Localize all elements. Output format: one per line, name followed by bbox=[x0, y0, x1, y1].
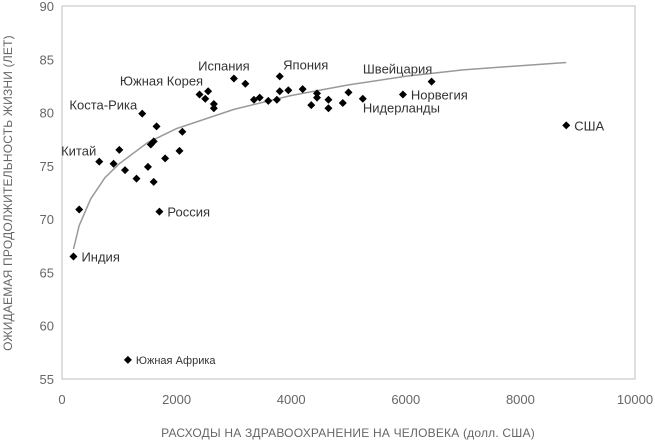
point-label: Япония bbox=[283, 57, 328, 72]
data-point bbox=[427, 77, 436, 86]
data-point bbox=[175, 146, 184, 155]
y-tick-label: 70 bbox=[40, 212, 54, 227]
x-tick-label: 4000 bbox=[277, 392, 306, 407]
x-tick-label: 6000 bbox=[391, 392, 420, 407]
data-point bbox=[138, 109, 147, 118]
data-point bbox=[324, 104, 333, 113]
point-label: Китай bbox=[61, 144, 96, 159]
data-point bbox=[115, 145, 124, 154]
data-point bbox=[312, 89, 321, 98]
data-point bbox=[398, 90, 407, 99]
data-point bbox=[264, 96, 273, 105]
data-point bbox=[241, 79, 250, 88]
y-tick-label: 90 bbox=[40, 0, 54, 14]
data-point bbox=[161, 154, 170, 163]
data-point bbox=[109, 159, 118, 168]
y-tick-label: 85 bbox=[40, 52, 54, 67]
data-points bbox=[69, 72, 571, 364]
point-label: Швейцария bbox=[363, 62, 432, 77]
y-axis-title: ОЖИДАЕМАЯ ПРОДОЛЖИТЕЛЬНОСТЬ ЖИЗНИ (ЛЕТ) bbox=[1, 35, 15, 351]
data-point bbox=[255, 93, 264, 102]
data-point bbox=[209, 104, 218, 113]
data-point bbox=[275, 72, 284, 81]
point-label: Коста-Рика bbox=[69, 98, 138, 113]
trendline bbox=[72, 61, 567, 250]
point-label: Норвегия bbox=[411, 87, 468, 102]
data-point bbox=[195, 90, 204, 99]
point-label: Россия bbox=[167, 205, 210, 220]
x-tick-label: 10000 bbox=[617, 392, 653, 407]
point-label: Нидерланды bbox=[363, 101, 440, 116]
data-point bbox=[132, 174, 141, 183]
data-point bbox=[338, 98, 347, 107]
data-point bbox=[155, 207, 164, 216]
data-point bbox=[95, 157, 104, 166]
data-point bbox=[152, 122, 161, 131]
point-label: Южная Африка bbox=[136, 355, 217, 367]
data-point bbox=[75, 205, 84, 214]
data-point bbox=[204, 87, 213, 96]
data-point bbox=[149, 177, 158, 186]
point-label: Испания bbox=[198, 58, 250, 73]
data-point bbox=[562, 121, 571, 130]
x-tick-labels: 0 2000 4000 6000 8000 10000 bbox=[58, 392, 653, 407]
data-point bbox=[307, 101, 316, 110]
data-point bbox=[298, 85, 307, 94]
data-point bbox=[149, 137, 158, 146]
data-point bbox=[178, 127, 187, 136]
point-label: Индия bbox=[81, 249, 119, 264]
data-point bbox=[123, 355, 132, 364]
point-label: Южная Корея bbox=[120, 73, 203, 88]
x-tick-label: 0 bbox=[58, 392, 65, 407]
y-tick-label: 60 bbox=[40, 319, 54, 334]
data-point bbox=[324, 95, 333, 104]
data-point bbox=[344, 88, 353, 97]
x-tick-label: 8000 bbox=[506, 392, 535, 407]
data-point bbox=[284, 86, 293, 95]
data-point bbox=[69, 252, 78, 261]
data-point bbox=[275, 87, 284, 96]
data-point bbox=[272, 95, 281, 104]
x-tick-label: 2000 bbox=[162, 392, 191, 407]
y-tick-labels: 55 60 65 70 75 80 85 90 bbox=[40, 0, 54, 387]
plot-frame bbox=[61, 5, 636, 380]
data-point bbox=[143, 162, 152, 171]
data-point bbox=[201, 94, 210, 103]
y-tick-label: 55 bbox=[40, 372, 54, 387]
point-labels: Индия Китай Южная Африка Коста-Рика Россия Юж… bbox=[61, 57, 604, 366]
data-point bbox=[121, 166, 130, 175]
point-label: США bbox=[574, 118, 604, 133]
y-tick-label: 80 bbox=[40, 106, 54, 121]
y-tick-label: 75 bbox=[40, 159, 54, 174]
data-point bbox=[229, 74, 238, 83]
data-point bbox=[209, 100, 218, 109]
y-tick-label: 65 bbox=[40, 265, 54, 280]
data-point bbox=[358, 94, 367, 103]
x-axis-title: РАСХОДЫ НА ЗДРАВООХРАНЕНИЕ НА ЧЕЛОВЕКА (… bbox=[161, 426, 535, 440]
data-point bbox=[312, 93, 321, 102]
